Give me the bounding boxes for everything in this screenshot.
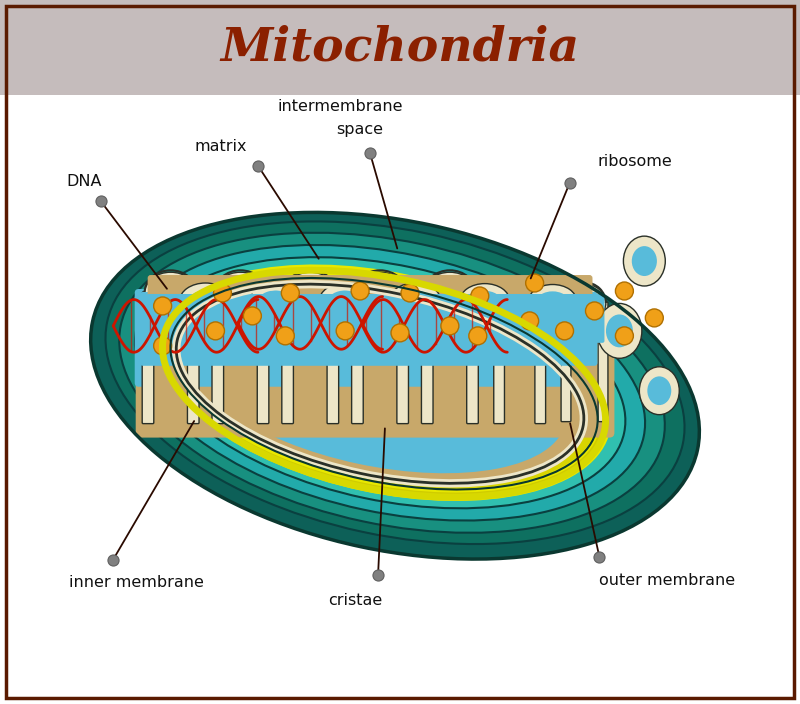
Text: Mitochondria: Mitochondria: [221, 25, 579, 71]
Text: space: space: [337, 122, 384, 137]
Bar: [291, 306, 330, 422]
Ellipse shape: [328, 291, 362, 311]
Ellipse shape: [496, 278, 543, 318]
Ellipse shape: [179, 283, 231, 319]
Ellipse shape: [223, 280, 258, 306]
Text: ribosome: ribosome: [598, 154, 672, 169]
Ellipse shape: [632, 246, 657, 276]
Ellipse shape: [460, 284, 510, 318]
FancyBboxPatch shape: [134, 289, 602, 386]
Ellipse shape: [106, 222, 685, 544]
Ellipse shape: [90, 213, 699, 559]
Text: DNA: DNA: [66, 174, 102, 189]
Ellipse shape: [570, 291, 598, 315]
Ellipse shape: [189, 291, 222, 311]
Bar: [151, 306, 190, 422]
Bar: [430, 306, 469, 422]
Circle shape: [526, 274, 544, 292]
FancyBboxPatch shape: [148, 275, 593, 306]
Ellipse shape: [294, 280, 327, 306]
Bar: [569, 315, 600, 420]
Circle shape: [282, 284, 299, 302]
FancyBboxPatch shape: [352, 292, 363, 424]
Ellipse shape: [639, 367, 679, 415]
Text: outer membrane: outer membrane: [599, 573, 735, 588]
Ellipse shape: [563, 284, 606, 322]
Circle shape: [615, 282, 634, 300]
Circle shape: [469, 327, 486, 345]
Ellipse shape: [433, 280, 467, 306]
Ellipse shape: [258, 291, 292, 311]
FancyBboxPatch shape: [140, 292, 598, 366]
FancyBboxPatch shape: [466, 292, 478, 424]
Ellipse shape: [162, 268, 609, 498]
Text: cristae: cristae: [328, 593, 382, 608]
FancyBboxPatch shape: [146, 294, 605, 343]
Circle shape: [243, 307, 262, 325]
Ellipse shape: [424, 272, 476, 314]
Ellipse shape: [174, 283, 586, 484]
Ellipse shape: [647, 377, 671, 405]
Bar: [361, 306, 399, 422]
Circle shape: [555, 322, 574, 340]
Circle shape: [401, 284, 419, 302]
FancyBboxPatch shape: [212, 292, 223, 424]
FancyBboxPatch shape: [258, 292, 269, 424]
Ellipse shape: [504, 286, 535, 310]
Ellipse shape: [537, 291, 568, 310]
FancyBboxPatch shape: [136, 343, 614, 438]
FancyBboxPatch shape: [142, 292, 154, 424]
Ellipse shape: [250, 283, 302, 319]
FancyBboxPatch shape: [561, 302, 571, 422]
FancyBboxPatch shape: [187, 292, 199, 424]
FancyBboxPatch shape: [327, 292, 338, 424]
Ellipse shape: [119, 233, 665, 533]
Ellipse shape: [167, 275, 598, 491]
Ellipse shape: [623, 236, 666, 286]
Ellipse shape: [184, 292, 566, 473]
Circle shape: [154, 337, 172, 355]
Circle shape: [521, 312, 538, 330]
Circle shape: [391, 324, 409, 342]
Circle shape: [336, 322, 354, 340]
Ellipse shape: [284, 272, 336, 314]
Text: inner membrane: inner membrane: [69, 574, 204, 590]
FancyBboxPatch shape: [282, 292, 294, 424]
Ellipse shape: [529, 284, 577, 318]
Ellipse shape: [398, 291, 432, 311]
Ellipse shape: [606, 315, 633, 347]
Circle shape: [615, 327, 634, 345]
Circle shape: [276, 327, 294, 345]
Ellipse shape: [363, 280, 397, 306]
Circle shape: [441, 317, 459, 335]
Circle shape: [586, 302, 603, 320]
Text: intermembrane: intermembrane: [278, 99, 403, 114]
FancyBboxPatch shape: [397, 292, 409, 424]
Ellipse shape: [214, 272, 266, 314]
Ellipse shape: [319, 283, 371, 319]
FancyBboxPatch shape: [494, 297, 505, 424]
FancyBboxPatch shape: [422, 292, 433, 424]
Circle shape: [471, 287, 489, 305]
Ellipse shape: [389, 283, 441, 319]
Bar: [222, 306, 260, 422]
Ellipse shape: [145, 272, 197, 314]
Circle shape: [351, 282, 369, 300]
FancyBboxPatch shape: [535, 297, 546, 424]
Ellipse shape: [469, 291, 501, 311]
Ellipse shape: [597, 303, 642, 358]
Bar: [502, 310, 537, 422]
Circle shape: [206, 322, 225, 340]
Ellipse shape: [150, 257, 626, 508]
Circle shape: [154, 297, 172, 315]
Text: matrix: matrix: [194, 139, 246, 154]
FancyBboxPatch shape: [598, 302, 608, 422]
Circle shape: [646, 309, 663, 327]
Circle shape: [214, 284, 231, 302]
Ellipse shape: [154, 280, 188, 306]
Ellipse shape: [135, 245, 645, 520]
Ellipse shape: [354, 272, 406, 314]
